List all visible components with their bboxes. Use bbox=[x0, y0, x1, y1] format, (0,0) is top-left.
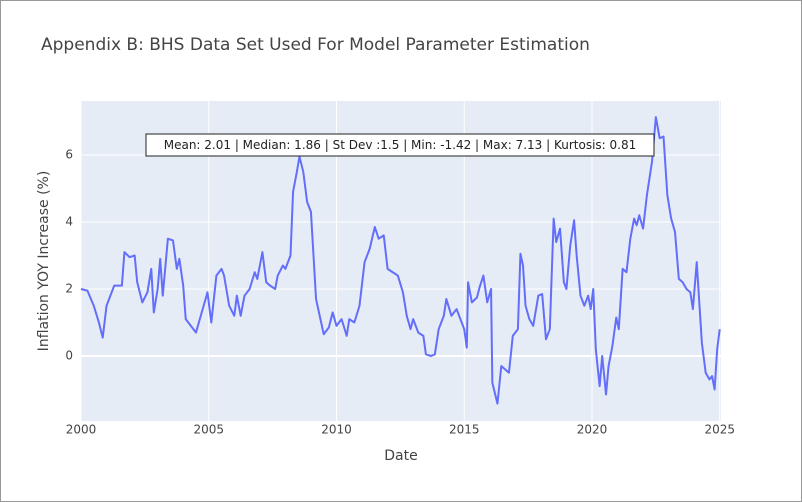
x-tick-label: 2025 bbox=[704, 423, 735, 437]
y-axis-title: Inflation YOY Increase (%) bbox=[36, 171, 52, 352]
x-tick-label: 2020 bbox=[577, 423, 608, 437]
annotation-box bbox=[145, 133, 655, 157]
x-tick-label: 2000 bbox=[66, 423, 97, 437]
x-tick-label: 2010 bbox=[321, 423, 352, 437]
x-axis-title: Date bbox=[384, 448, 417, 464]
y-tick-label: 0 bbox=[65, 348, 73, 362]
y-tick-label: 6 bbox=[65, 147, 73, 161]
y-tick-label: 4 bbox=[65, 214, 73, 228]
chart-title: Appendix B: BHS Data Set Used For Model … bbox=[41, 35, 590, 55]
line bbox=[80, 116, 721, 405]
x-tick-label: 2015 bbox=[449, 423, 480, 437]
x-tick-label: 2005 bbox=[193, 423, 224, 437]
marks bbox=[80, 116, 721, 405]
y-tick-label: 2 bbox=[65, 281, 73, 295]
annotation: Mean: 2.01 | Median: 1.86 | St Dev :1.5 … bbox=[164, 138, 637, 152]
